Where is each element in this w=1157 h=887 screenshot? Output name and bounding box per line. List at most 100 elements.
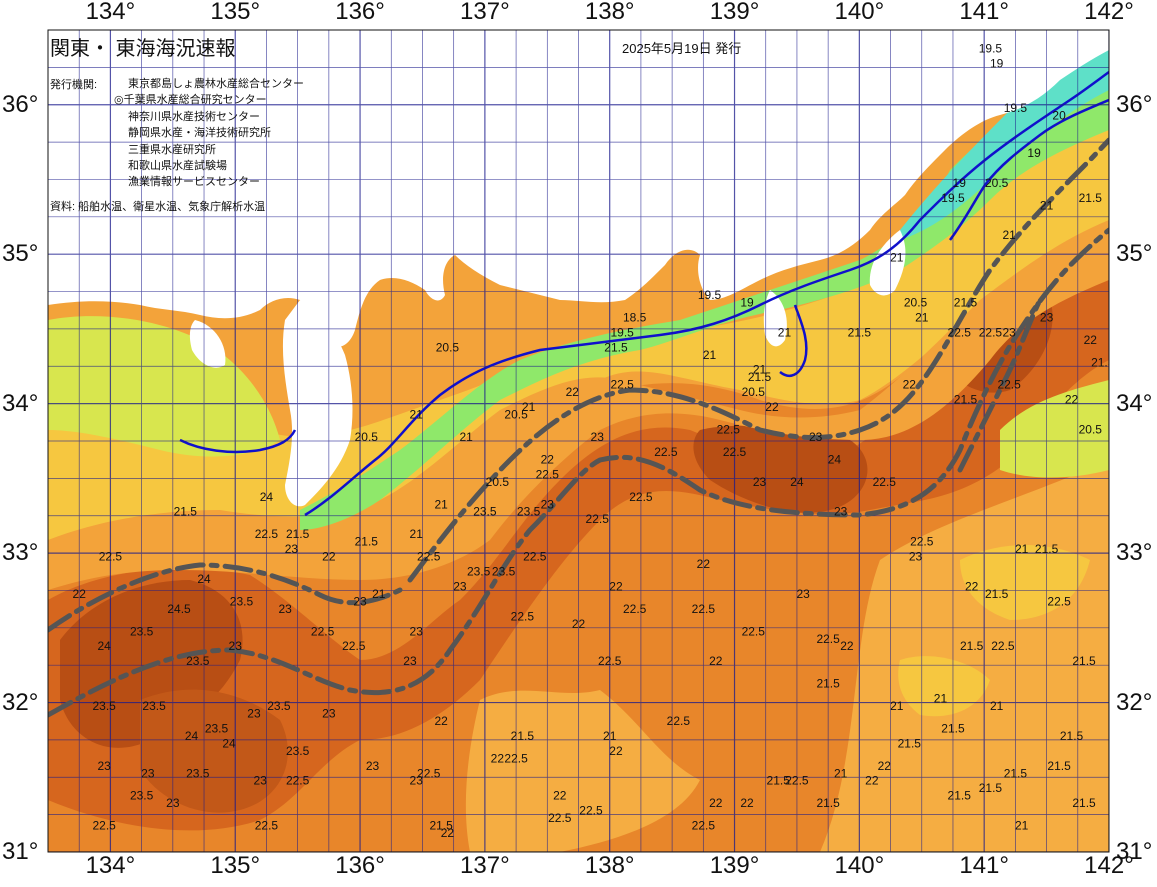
latitude-label: 34° <box>1116 389 1153 417</box>
isotherm-label: 22 <box>740 796 754 810</box>
water-band-24-south <box>140 689 288 813</box>
isotherm-label: 24 <box>828 452 842 466</box>
isotherm-label: 22.5 <box>611 378 635 392</box>
land-awaji <box>189 320 226 368</box>
latitude-label: 36° <box>1116 90 1153 118</box>
isotherm-label: 22.5 <box>536 467 560 481</box>
isotherm-label: 22 <box>903 378 917 392</box>
longitude-label: 139° <box>709 0 760 25</box>
isotherm-label: 22.5 <box>692 819 716 833</box>
isotherm-label: 23.5 <box>142 699 166 713</box>
isotherm-label: 24 <box>222 736 236 750</box>
land-boso-peninsula <box>869 230 906 296</box>
isotherm-label: 23 <box>322 706 336 720</box>
isotherm-label: 22.5 <box>417 766 441 780</box>
isotherm-label: 20.5 <box>904 295 928 309</box>
isotherm-label: 21.5 <box>948 789 972 803</box>
isotherm-label: 20.5 <box>985 176 1009 190</box>
isotherm-label: 23 <box>229 639 243 653</box>
isotherm-label: 23.5 <box>230 594 254 608</box>
longitude-label: 134° <box>85 852 136 879</box>
isotherm-label: 21.5 <box>286 527 310 541</box>
isotherm-label: 22.5 <box>1047 594 1071 608</box>
water-band-20-east <box>960 545 1090 620</box>
land-izu <box>763 290 787 347</box>
latitude-label: 35° <box>1116 240 1153 268</box>
isotherm-label: 23 <box>141 766 155 780</box>
isotherm-label: 22.5 <box>717 423 741 437</box>
isotherm-label: 21 <box>603 729 617 743</box>
isotherm-label: 22 <box>609 579 623 593</box>
isotherm-label: 22 <box>865 774 879 788</box>
latitude-label: 31° <box>2 838 39 865</box>
isotherm-label: 22.5 <box>548 811 572 825</box>
isotherm-19-coast <box>948 98 1109 241</box>
isotherm-label: 22.5 <box>979 325 1003 339</box>
isotherm-label: 23.5 <box>205 721 229 735</box>
isotherm-label: 21.5 <box>979 781 1003 795</box>
isotherm-label: 22 <box>553 789 567 803</box>
isotherm-label: 22.5 <box>667 714 691 728</box>
isotherm-label: 22 <box>840 639 854 653</box>
isotherm-label: 22.5 <box>523 550 547 564</box>
isotherm-label: 22.5 <box>785 774 809 788</box>
isotherm-label: 23.5 <box>267 699 291 713</box>
isotherm-label: 21.5 <box>816 796 840 810</box>
longitude-label: 135° <box>210 0 261 25</box>
latitude-label: 35° <box>2 240 39 268</box>
isotherm-20-seto <box>179 429 297 454</box>
isotherm-label: 21.5 <box>748 370 772 384</box>
isotherm-label: 21.5 <box>430 819 454 833</box>
isotherm-label: 21 <box>890 251 904 265</box>
isotherm-label: 20.5 <box>1079 423 1103 437</box>
isotherm-label: 21 <box>372 587 386 601</box>
isotherm-label: 24 <box>197 572 211 586</box>
isotherm-20-coast <box>304 70 1109 517</box>
latitude-label: 32° <box>2 688 39 716</box>
isotherm-label: 23 <box>410 774 424 788</box>
longitude-label: 135° <box>210 852 261 879</box>
isotherm-label: 23 <box>1002 325 1016 339</box>
isotherm-label: 21.5 <box>1091 355 1115 369</box>
isotherm-label: 23.5 <box>186 654 210 668</box>
isotherm-label: 22.5 <box>342 639 366 653</box>
isotherm-label: 22.5 <box>92 819 116 833</box>
kuroshio-axis-line <box>48 227 1109 718</box>
isotherm-label: 22.5 <box>629 490 653 504</box>
isotherm-label: 21 <box>435 497 449 511</box>
isotherm-label: 24 <box>260 490 274 504</box>
isotherm-label: 20.5 <box>436 340 460 354</box>
isotherm-label: 21.5 <box>816 677 840 691</box>
latitude-label: 33° <box>2 539 39 567</box>
isotherm-label: 22.5 <box>723 445 747 459</box>
kuroshio-north-branch <box>407 137 1109 583</box>
isotherm-label: 22 <box>765 400 779 414</box>
isotherm-label: 23 <box>403 654 417 668</box>
isotherm-label: 23 <box>834 505 848 519</box>
latitude-label: 33° <box>1116 539 1153 567</box>
isotherm-label: 21 <box>703 348 717 362</box>
water-band-20-southeast <box>898 656 990 717</box>
isotherm-label: 23 <box>1040 310 1054 324</box>
isotherm-label: 23 <box>797 587 811 601</box>
longitude-label: 140° <box>834 0 885 25</box>
longitude-label: 138° <box>584 852 635 879</box>
isotherm-label: 23 <box>278 602 292 616</box>
isotherm-label: 22 <box>709 796 723 810</box>
isotherm-label: 22 <box>609 744 623 758</box>
longitude-label: 137° <box>460 0 510 25</box>
isotherm-label: 22 <box>709 654 723 668</box>
isotherm-label: 21.5 <box>1060 729 1084 743</box>
isotherm-label: 21.5 <box>848 325 872 339</box>
latitude-label: 31° <box>1116 838 1153 865</box>
isotherm-label: 19.5 <box>698 288 722 302</box>
latitude-label: 36° <box>2 90 39 118</box>
isotherm-label: 21.5 <box>511 729 535 743</box>
isotherm-label: 21.5 <box>985 587 1009 601</box>
water-band-18-coast <box>300 50 1109 530</box>
isotherm-label: 19 <box>990 56 1004 70</box>
isotherm-label: 22.5 <box>997 378 1021 392</box>
water-band-20-coast <box>48 110 1109 540</box>
isotherm-label: 22.5 <box>511 609 535 623</box>
